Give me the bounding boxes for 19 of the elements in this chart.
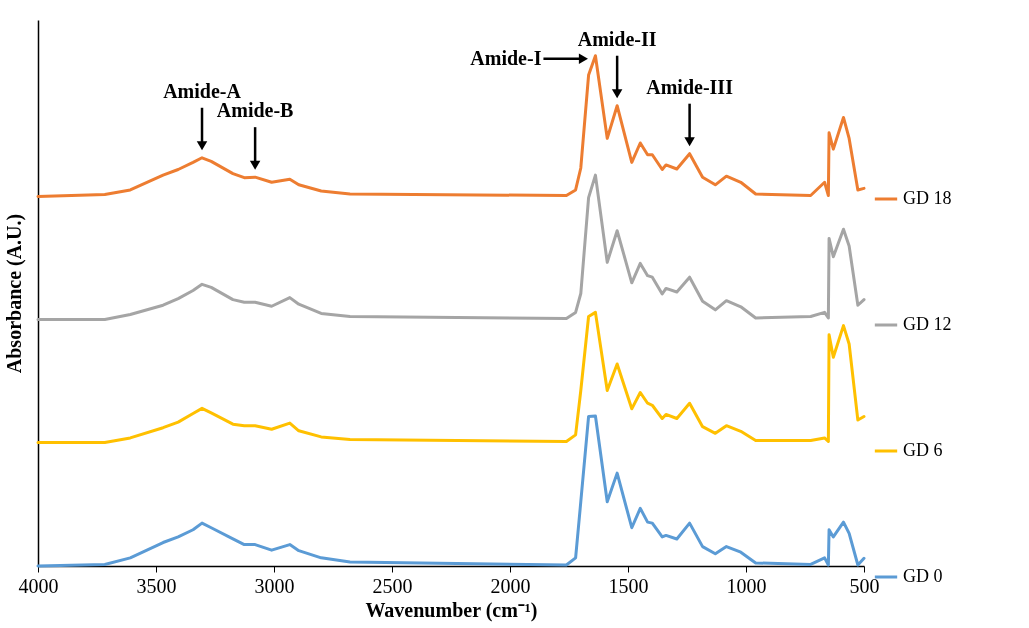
x-tick-label: 4000 — [18, 574, 59, 597]
x-tick-label: 2000 — [490, 574, 531, 597]
x-tick-label: 1000 — [726, 574, 767, 597]
x-tick-label: 2500 — [372, 574, 413, 597]
annotation: Amide-I — [470, 46, 542, 69]
annotation: Amide-A — [163, 79, 242, 102]
legend-label: GD 6 — [903, 440, 943, 460]
x-tick-label: 3000 — [254, 574, 295, 597]
x-tick-label: 500 — [849, 574, 880, 597]
x-tick-label: 1500 — [608, 574, 649, 597]
legend-label: GD 18 — [903, 188, 952, 208]
x-tick-label: 3500 — [136, 574, 177, 597]
annotation: Amide-B — [216, 99, 294, 122]
legend-label: GD 0 — [903, 566, 943, 586]
y-axis-title: Absorbance (A.U.) — [2, 213, 26, 374]
legend-label: GD 12 — [903, 314, 952, 334]
x-axis-title: Wavenumber (cm⁻¹) — [365, 598, 538, 622]
annotation: Amide-III — [646, 75, 734, 98]
annotation: Amide-II — [577, 27, 657, 50]
